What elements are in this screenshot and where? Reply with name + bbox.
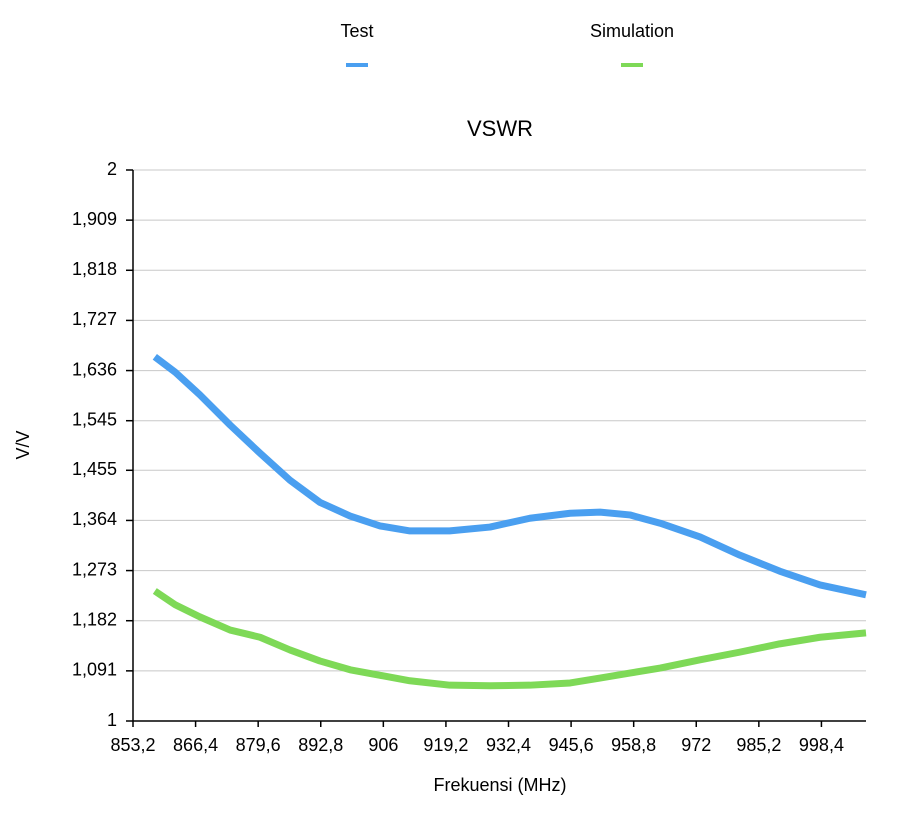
x-tick-label: 866,4 — [173, 735, 218, 755]
x-tick-label: 985,2 — [736, 735, 781, 755]
data-line — [152, 588, 867, 690]
x-tick-label: 945,6 — [549, 735, 594, 755]
x-tick-label: 906 — [368, 735, 398, 755]
y-tick-label: 1,818 — [72, 259, 117, 279]
legend-label: Test — [340, 21, 373, 41]
y-tick-label: 1,182 — [72, 609, 117, 629]
y-tick-label: 1,364 — [72, 509, 117, 529]
x-tick-label: 932,4 — [486, 735, 531, 755]
x-tick-label: 919,2 — [423, 735, 468, 755]
y-tick-label: 1,909 — [72, 209, 117, 229]
y-tick-label: 1 — [107, 710, 117, 730]
y-tick-label: 1,273 — [72, 559, 117, 579]
x-tick-label: 998,4 — [799, 735, 844, 755]
y-tick-label: 1,091 — [72, 660, 117, 680]
y-axis-label: V/V — [13, 430, 33, 459]
y-tick-label: 2 — [107, 159, 117, 179]
y-tick-label: 1,636 — [72, 359, 117, 379]
chart-title: VSWR — [467, 116, 533, 141]
x-tick-label: 879,6 — [236, 735, 281, 755]
x-axis-label: Frekuensi (MHz) — [433, 775, 566, 795]
x-tick-label: 958,8 — [611, 735, 656, 755]
x-tick-label: 853,2 — [110, 735, 155, 755]
data-line — [152, 353, 867, 599]
x-tick-label: 892,8 — [298, 735, 343, 755]
y-tick-label: 1,727 — [72, 309, 117, 329]
legend-label: Simulation — [590, 21, 674, 41]
x-tick-label: 972 — [681, 735, 711, 755]
y-tick-label: 1,545 — [72, 409, 117, 429]
y-tick-label: 1,455 — [72, 459, 117, 479]
